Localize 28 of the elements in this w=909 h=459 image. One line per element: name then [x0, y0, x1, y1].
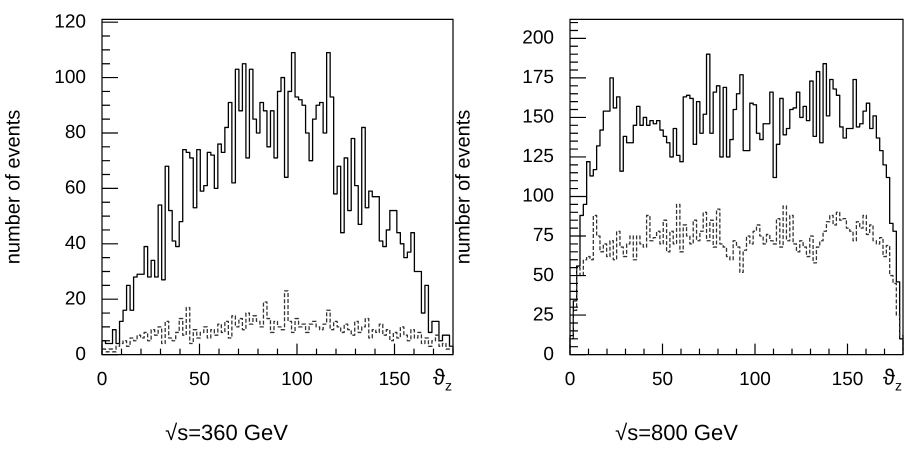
x-tick-label: 0 — [96, 369, 108, 390]
y-tick-label: 20 — [64, 288, 86, 310]
y-tick-label: 120 — [54, 11, 86, 32]
x-tick-label: 50 — [188, 369, 210, 390]
y-tick-label: 50 — [532, 264, 554, 286]
y-tick-label: 0 — [75, 344, 86, 365]
y-axis-title: number of events — [2, 110, 25, 264]
y-tick-label: 60 — [64, 178, 86, 199]
text: √s=800 GeV — [615, 420, 738, 445]
y-tick-label: 100 — [522, 186, 554, 207]
y-tick-label: 175 — [522, 67, 554, 88]
x-tick-label: 100 — [739, 369, 771, 390]
text: √s=360 GeV — [165, 420, 288, 445]
y-tick-label: 80 — [64, 122, 86, 144]
x-tick-label: 50 — [652, 369, 674, 390]
x-tick-label: 100 — [281, 369, 313, 390]
y-tick-label: 75 — [532, 225, 554, 246]
y-tick-label: 0 — [543, 344, 554, 365]
y-tick-label: 125 — [522, 146, 554, 168]
y-tick-label: 25 — [532, 304, 554, 326]
y-tick-label: 200 — [522, 28, 554, 49]
x-tick-label: 150 — [378, 369, 410, 390]
x-tick-label: 150 — [832, 369, 864, 390]
x-tick-label: 0 — [564, 369, 576, 390]
y-tick-label: 100 — [54, 66, 86, 88]
y-tick-label: 40 — [64, 233, 86, 254]
y-axis-title: number of events — [452, 110, 475, 264]
y-tick-label: 150 — [522, 106, 554, 128]
